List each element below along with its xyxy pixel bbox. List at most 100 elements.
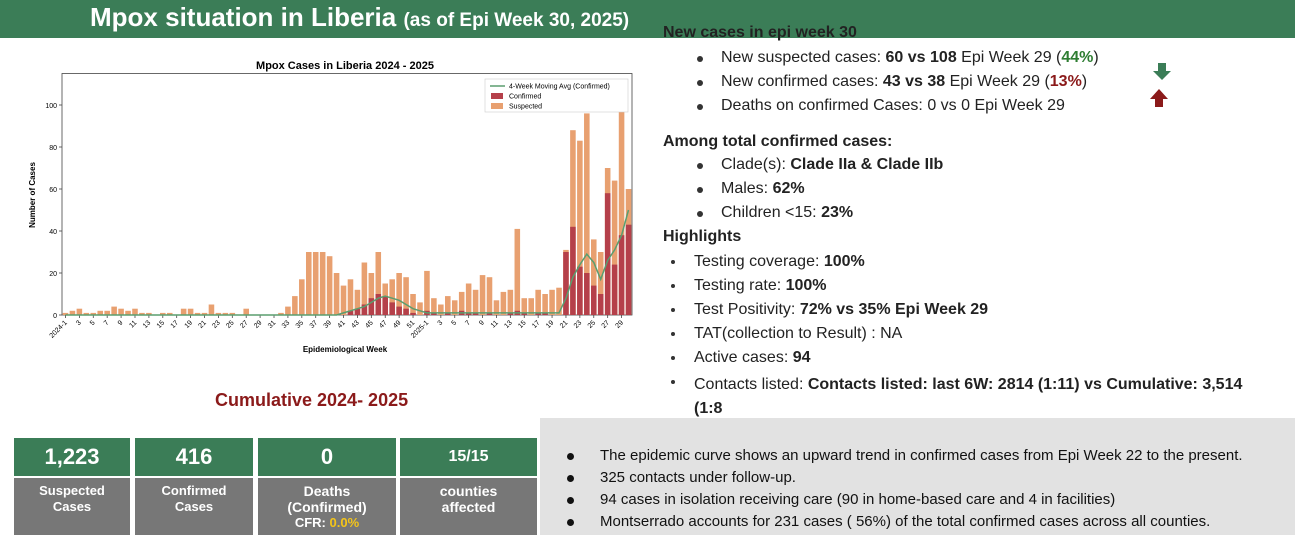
summary-bullet <box>567 497 574 504</box>
x-tick-label: 43 <box>350 319 361 330</box>
x-tick-label: 13 <box>142 319 153 330</box>
bar <box>431 298 437 315</box>
y-tick-label: 60 <box>49 187 57 194</box>
bar <box>375 294 382 315</box>
title-sub: (as of Epi Week 30, 2025) <box>403 10 630 31</box>
x-tick-label: 9 <box>478 319 486 327</box>
list-item: Testing rate: 100% <box>694 277 827 295</box>
text-segment: 44% <box>1061 49 1094 66</box>
list-item: New confirmed cases: 43 vs 38 Epi Week 2… <box>721 73 1087 91</box>
summary-box: The epidemic curve shows an upward trend… <box>540 418 1295 535</box>
cfr-value: 0.0% <box>329 515 360 530</box>
list-item: Males: 62% <box>721 180 805 198</box>
bar <box>403 308 409 315</box>
x-tick-label: 41 <box>336 319 347 330</box>
bar <box>375 252 382 315</box>
list-item: Clade(s): Clade IIa & Clade IIb <box>721 156 943 174</box>
text-segment: New suspected cases: <box>721 49 886 66</box>
moving-average-line <box>65 209 630 316</box>
bar <box>445 312 451 315</box>
x-tick-label: 2024-1 <box>49 319 69 339</box>
cell-value: 1,223 <box>14 438 130 476</box>
bar <box>556 287 562 315</box>
text-segment: Deaths on confirmed Cases: 0 vs 0 Epi We… <box>721 97 1065 114</box>
x-tick-label: 15 <box>517 319 528 330</box>
bar <box>160 312 166 315</box>
bullet <box>697 56 703 62</box>
bar <box>292 296 298 315</box>
y-tick-label: 40 <box>49 229 57 236</box>
bar <box>486 312 493 315</box>
bar <box>417 302 423 315</box>
bar <box>479 275 486 315</box>
bar <box>618 235 625 315</box>
list-item: Testing coverage: 100% <box>694 253 865 271</box>
text-segment: 13% <box>1049 73 1082 90</box>
x-tick-label: 9 <box>117 319 125 327</box>
x-tick-label: 21 <box>197 319 208 330</box>
list-item: Children <15: 23% <box>721 204 853 222</box>
text-segment: TAT(collection to Result) : NA <box>694 325 903 342</box>
bar <box>69 310 76 315</box>
bullet <box>697 211 703 217</box>
bar <box>312 252 319 315</box>
plot-frame <box>61 73 633 316</box>
bar <box>180 308 187 315</box>
bullet <box>671 332 675 336</box>
bar <box>194 312 201 315</box>
text-segment: Males: <box>721 180 773 197</box>
bar <box>535 289 541 315</box>
bullet <box>671 260 675 264</box>
bar <box>521 312 528 315</box>
bar <box>125 310 131 315</box>
cell-label: Suspected Cases <box>14 478 130 535</box>
bar <box>521 298 528 315</box>
bar <box>389 302 395 315</box>
text-segment: 62% <box>772 180 805 197</box>
bar <box>507 312 514 315</box>
text-segment: Epi Week 29 ( <box>956 49 1062 66</box>
summary-item: Montserrado accounts for 231 cases ( 56%… <box>600 513 1211 530</box>
text-segment: ) <box>1093 49 1099 66</box>
bar <box>451 300 458 315</box>
x-tick-label: 13 <box>503 319 514 330</box>
bar <box>389 279 395 315</box>
text-segment: 100% <box>823 253 865 270</box>
text-segment: Contacts listed: <box>694 376 808 393</box>
bar <box>431 312 437 315</box>
bar <box>500 291 507 315</box>
x-axis-title: Epidemiological Week <box>303 345 388 354</box>
bar <box>472 312 479 315</box>
bar <box>222 312 229 315</box>
bar <box>403 277 409 315</box>
bar <box>97 310 104 315</box>
label-text: Deaths (Confirmed) <box>287 483 367 515</box>
arrow-up <box>1150 89 1168 107</box>
bar <box>549 289 555 315</box>
bar <box>625 224 632 315</box>
arrow-down <box>1153 63 1171 80</box>
y-tick-label: 20 <box>49 271 57 278</box>
text-segment: Contacts listed: last 6W: 2814 (1:11) vs… <box>694 376 1243 417</box>
x-tick-label: 27 <box>239 319 250 330</box>
bar <box>132 308 138 315</box>
text-segment: Children <15: <box>721 204 822 221</box>
label-text: counties affected <box>439 483 498 515</box>
header: Mpox situation in Liberia (as of Epi Wee… <box>0 0 1295 38</box>
list-item: TAT(collection to Result) : NA <box>694 325 902 343</box>
bar <box>347 279 354 315</box>
bar <box>528 298 534 315</box>
bar <box>535 312 541 315</box>
text-segment: Active cases: <box>694 349 793 366</box>
section-heading: New cases in epi week 30 <box>663 24 857 41</box>
legend-label: Confirmed <box>509 94 541 101</box>
bar <box>111 306 117 315</box>
bar <box>354 289 361 315</box>
x-tick-label: 33 <box>281 319 292 330</box>
text-segment: 23% <box>821 204 854 221</box>
x-tick-label: 11 <box>490 319 500 329</box>
cfr-label: CFR: <box>294 515 330 530</box>
x-tick-label: 11 <box>128 319 138 329</box>
bar <box>396 273 402 315</box>
text-segment: 43 vs 38 <box>882 73 946 90</box>
